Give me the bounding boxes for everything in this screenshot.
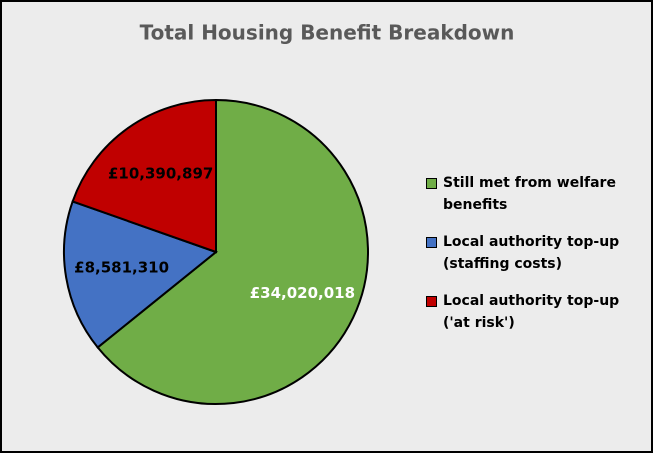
- legend: Still met from welfare benefits Local aut…: [426, 172, 626, 349]
- legend-swatch: [426, 237, 437, 248]
- chart-title: Total Housing Benefit Breakdown: [140, 21, 515, 45]
- data-label: £10,390,897: [108, 164, 213, 182]
- pie-slice: [63, 200, 219, 349]
- legend-swatch: [426, 178, 437, 189]
- pie-slice: [71, 98, 217, 254]
- data-label: £34,020,018: [250, 284, 355, 302]
- pie-slice: [96, 98, 369, 405]
- legend-entry: Local authority top-up ('at risk'): [426, 290, 626, 334]
- legend-label: Local authority top-up ('at risk'): [443, 293, 620, 331]
- legend-entry: Local authority top-up (staffing costs): [426, 231, 626, 275]
- legend-entry: Still met from welfare benefits: [426, 172, 626, 216]
- legend-label: Still met from welfare benefits: [443, 175, 616, 213]
- legend-swatch: [426, 296, 437, 307]
- data-label: £8,581,310: [74, 259, 169, 277]
- legend-label: Local authority top-up (staffing costs): [443, 234, 620, 272]
